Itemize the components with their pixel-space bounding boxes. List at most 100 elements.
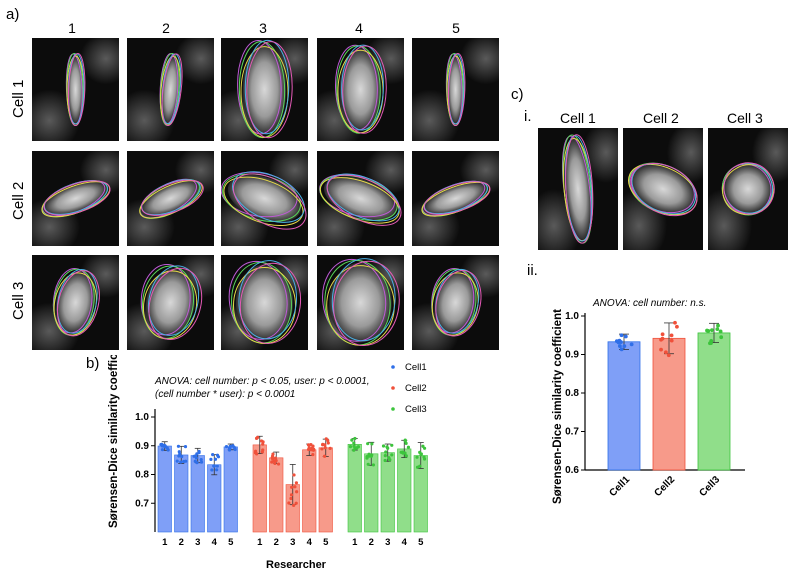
data-point <box>270 454 275 458</box>
y-tick-label: 1.0 <box>565 311 579 322</box>
data-point <box>289 496 293 501</box>
cell-outline <box>239 262 302 344</box>
data-point <box>404 454 408 458</box>
data-point <box>385 445 389 449</box>
cell-outline <box>326 173 400 222</box>
cell-image <box>32 38 119 141</box>
panel-c-i-label: i. <box>524 108 532 125</box>
data-point <box>387 456 391 460</box>
data-point <box>322 454 327 458</box>
cell-image <box>623 128 703 250</box>
data-point <box>163 443 167 448</box>
data-point <box>371 463 376 467</box>
column-header-4: 4 <box>355 20 363 36</box>
data-point <box>390 453 394 457</box>
x-tick-label: 5 <box>228 537 234 548</box>
cell-image <box>317 151 404 246</box>
data-point <box>352 444 356 448</box>
cell-body <box>55 271 96 334</box>
panel-c-ii-label: ii. <box>527 262 538 279</box>
x-tick-label: Cell3 <box>697 474 722 499</box>
data-point <box>629 342 634 347</box>
data-point <box>419 453 423 457</box>
data-point <box>422 455 426 459</box>
cell-image <box>127 255 214 350</box>
data-point <box>619 347 624 352</box>
cell-outline <box>67 53 86 127</box>
cell-outline <box>723 162 775 215</box>
data-point <box>261 448 265 452</box>
data-point <box>669 338 674 343</box>
data-point <box>307 446 311 450</box>
data-point <box>622 344 627 349</box>
cell-image-graphic <box>127 38 214 141</box>
data-point <box>422 446 427 450</box>
x-tick-label: 2 <box>179 537 184 548</box>
data-point <box>406 445 411 449</box>
y-tick-label: 0.7 <box>565 427 579 438</box>
data-point <box>326 438 330 443</box>
cell-outline <box>319 177 400 224</box>
cell-outline <box>141 179 204 216</box>
chart-c-ii: ANOVA: cell number: n.s. 0.6 0.7 0.8 0.9 1.0S… <box>552 298 745 504</box>
data-point <box>199 460 204 464</box>
cell-body <box>67 55 84 124</box>
panel-c-column-cell-1: Cell 1 <box>560 110 596 126</box>
cell-image <box>317 38 404 141</box>
x-tick-label: 1 <box>162 537 168 548</box>
cell-image-graphic <box>317 38 404 141</box>
cell-image-graphic <box>317 255 404 350</box>
data-point <box>311 452 315 457</box>
data-point <box>160 448 165 452</box>
data-point <box>403 438 407 442</box>
data-point <box>270 460 274 464</box>
cell-image-graphic <box>412 151 499 246</box>
data-point <box>215 464 219 468</box>
cell-outline <box>232 171 305 223</box>
data-point <box>227 448 232 452</box>
x-tick-label: 2 <box>274 537 279 548</box>
cell-image-graphic <box>127 151 214 246</box>
data-point <box>183 445 188 449</box>
panel-c-column-cell-2: Cell 2 <box>643 110 679 126</box>
cell-outline <box>331 258 396 342</box>
cell-image <box>32 255 119 350</box>
x-axis-label: Researcher <box>266 559 327 571</box>
panel-a-label: a) <box>6 6 20 23</box>
cell-image <box>412 151 499 246</box>
data-point <box>295 490 299 494</box>
cell-outline <box>148 267 203 340</box>
data-point <box>197 451 201 455</box>
data-point <box>706 329 711 333</box>
bar <box>652 337 686 471</box>
data-point <box>348 445 353 449</box>
x-tick-label: 3 <box>290 537 295 548</box>
cell-image <box>127 151 214 246</box>
data-point <box>350 438 354 442</box>
data-point <box>228 444 233 448</box>
cell-body <box>447 55 464 124</box>
bar <box>318 447 333 533</box>
cell-outline <box>630 162 698 217</box>
data-point <box>261 442 265 446</box>
legend-marker <box>391 365 395 369</box>
cell-body <box>339 48 382 131</box>
data-point <box>323 446 327 450</box>
cell-image <box>221 38 308 141</box>
cell-outline <box>326 174 402 226</box>
cell-outline <box>232 173 307 230</box>
cell-image <box>538 128 618 250</box>
x-tick-label: 4 <box>402 537 408 548</box>
x-tick-label: 4 <box>307 537 313 548</box>
data-point <box>292 503 296 507</box>
data-point <box>232 445 236 449</box>
bar <box>252 444 267 533</box>
data-point <box>617 338 622 343</box>
data-point <box>415 465 420 469</box>
cell-image-graphic <box>623 128 703 250</box>
column-header-2: 2 <box>162 20 170 36</box>
data-point <box>673 320 677 325</box>
data-point <box>365 454 369 459</box>
bar <box>269 457 284 533</box>
data-point <box>666 353 671 358</box>
